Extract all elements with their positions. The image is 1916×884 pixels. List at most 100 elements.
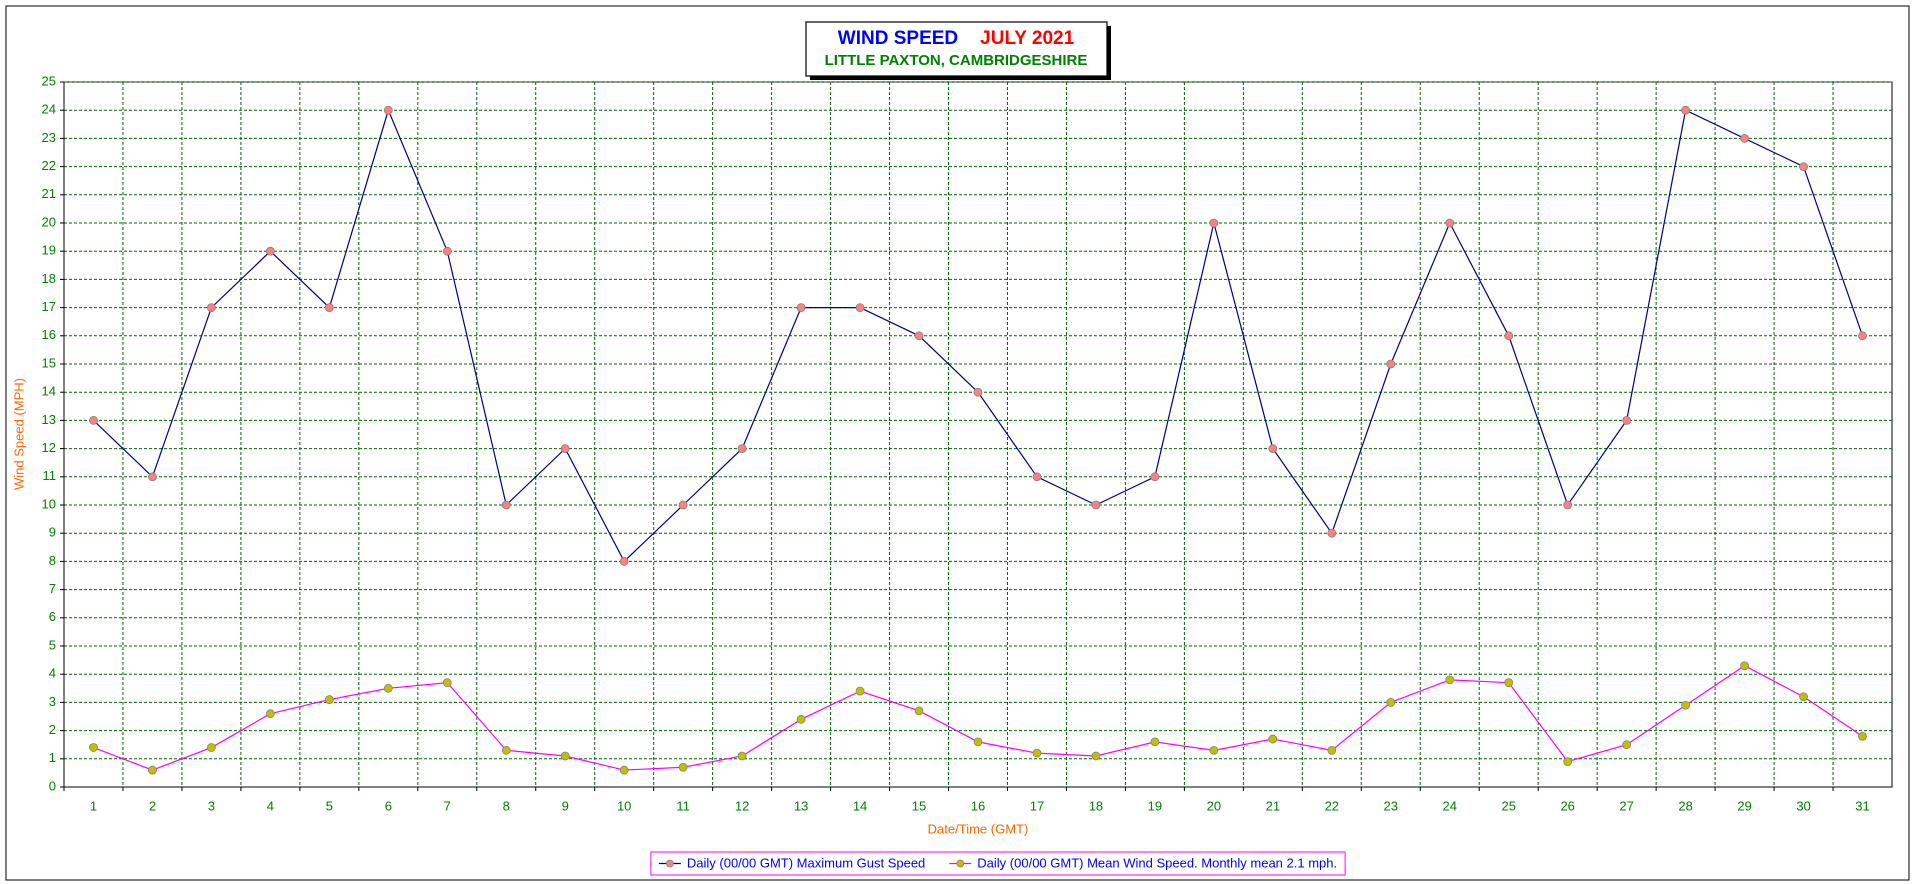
- data-point: [1209, 745, 1219, 755]
- data-point: [383, 105, 393, 115]
- x-tick-label: 11: [676, 798, 690, 813]
- data-point: [1091, 751, 1101, 761]
- data-point: [678, 762, 688, 772]
- data-point: [1327, 745, 1337, 755]
- y-tick-label: 10: [42, 496, 56, 511]
- data-point: [1445, 675, 1455, 685]
- data-point: [855, 303, 865, 313]
- data-point: [619, 765, 629, 775]
- y-tick-label: 19: [42, 243, 56, 258]
- data-point: [737, 751, 747, 761]
- y-tick-label: 2: [49, 722, 56, 737]
- chart-subtitle: LITTLE PAXTON, CAMBRIDGESHIRE: [825, 52, 1088, 69]
- data-point: [148, 472, 157, 482]
- data-point: [265, 246, 275, 256]
- data-point: [1209, 218, 1219, 228]
- data-point: [1504, 678, 1514, 688]
- data-point: [265, 709, 275, 719]
- x-tick-label: 19: [1148, 798, 1162, 813]
- x-tick-label: 20: [1207, 798, 1221, 813]
- data-point: [1858, 331, 1867, 341]
- legend-box: [650, 851, 1346, 876]
- legend-marker: [956, 859, 965, 868]
- data-point: [1386, 359, 1396, 369]
- y-tick-label: 25: [42, 73, 56, 88]
- y-tick-label: 1: [49, 750, 56, 765]
- x-tick-label: 30: [1796, 798, 1810, 813]
- data-point: [207, 743, 216, 752]
- data-point: [148, 765, 157, 775]
- data-point: [914, 706, 924, 716]
- data-point: [796, 303, 806, 313]
- y-tick-label: 17: [42, 299, 56, 314]
- x-tick-label: 6: [385, 798, 392, 813]
- x-axis-label: Date/Time (GMT): [928, 821, 1029, 836]
- data-point: [855, 686, 865, 696]
- data-point: [619, 557, 629, 566]
- x-tick-label: 4: [267, 798, 274, 813]
- data-point: [1268, 444, 1278, 454]
- x-tick-label: 9: [562, 798, 569, 813]
- data-point: [737, 444, 747, 454]
- y-tick-label: 23: [42, 130, 56, 145]
- data-point: [89, 743, 98, 752]
- data-point: [1386, 698, 1396, 707]
- plot-area: [63, 81, 1893, 788]
- x-tick-label: 1: [90, 798, 97, 813]
- x-tick-label: 12: [735, 798, 749, 813]
- data-point: [1681, 700, 1691, 710]
- data-point: [796, 714, 806, 724]
- data-point: [1858, 731, 1867, 741]
- x-tick-label: 15: [912, 798, 926, 813]
- data-point: [442, 246, 452, 256]
- data-point: [973, 387, 983, 397]
- x-tick-label: 16: [971, 798, 985, 813]
- x-tick-label: 29: [1737, 798, 1751, 813]
- data-point: [501, 745, 511, 755]
- data-point: [1740, 661, 1749, 671]
- y-tick-label: 22: [42, 158, 56, 173]
- data-point: [560, 751, 570, 761]
- x-tick-label: 2: [149, 798, 156, 813]
- legend-marker: [665, 859, 674, 868]
- x-tick-label: 10: [617, 798, 631, 813]
- data-point: [1032, 472, 1042, 482]
- data-point: [1327, 528, 1337, 538]
- y-tick-label: 15: [42, 355, 56, 370]
- data-point: [1563, 757, 1573, 767]
- x-tick-label: 22: [1325, 798, 1339, 813]
- y-tick-label: 8: [49, 553, 56, 568]
- chart-title: WIND SPEED: [838, 28, 958, 49]
- y-tick-label: 24: [42, 102, 56, 117]
- x-tick-label: 21: [1266, 798, 1280, 813]
- y-tick-label: 9: [49, 525, 56, 540]
- y-axis-label: Wind Speed (MPH): [11, 378, 26, 490]
- data-point: [1681, 105, 1691, 115]
- data-point: [1504, 331, 1514, 341]
- legend: Daily (00/00 GMT) Maximum Gust Speed Dail…: [658, 855, 1337, 870]
- data-point: [560, 444, 570, 454]
- y-tick-label: 7: [49, 581, 56, 596]
- y-tick-label: 4: [49, 666, 56, 681]
- x-tick-label: 23: [1384, 798, 1398, 813]
- data-point: [1799, 692, 1808, 702]
- data-point: [501, 500, 511, 510]
- data-point: [324, 695, 334, 704]
- legend-label: Daily (00/00 GMT) Maximum Gust Speed: [687, 855, 925, 870]
- data-point: [1150, 472, 1160, 482]
- data-point: [678, 500, 688, 510]
- data-point: [973, 737, 983, 747]
- x-tick-label: 26: [1560, 798, 1574, 813]
- data-point: [207, 303, 216, 313]
- data-point: [89, 415, 98, 425]
- data-point: [1150, 737, 1160, 747]
- data-point: [1032, 748, 1042, 758]
- data-point: [442, 678, 452, 688]
- y-tick-label: 6: [49, 609, 56, 624]
- x-tick-label: 14: [853, 798, 867, 813]
- x-tick-label: 27: [1619, 798, 1633, 813]
- x-tick-label: 7: [444, 798, 451, 813]
- data-point: [1091, 500, 1101, 510]
- y-tick-label: 3: [49, 694, 56, 709]
